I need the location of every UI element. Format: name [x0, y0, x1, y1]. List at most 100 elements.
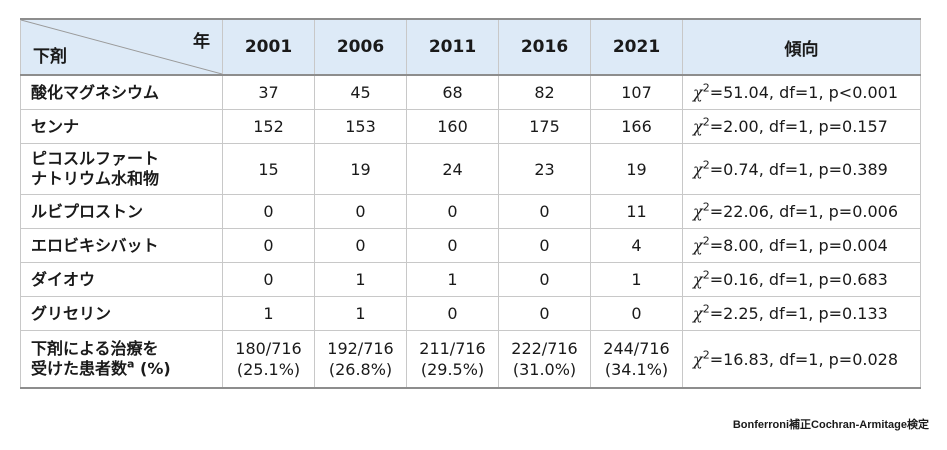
count-cell: 1	[314, 262, 407, 297]
count-cell: 23	[498, 143, 591, 195]
count-cell: 152	[222, 109, 315, 144]
patient-count-cell: 211/716 (29.5%)	[406, 330, 499, 389]
drug-name-cell: ピコスルファート ナトリウム水和物	[20, 143, 223, 195]
chi-symbol: χ	[693, 304, 703, 323]
count-cell: 1	[314, 296, 407, 331]
drug-name: ダイオウ	[31, 269, 96, 289]
year-header: 2021	[590, 18, 683, 76]
footnote: Bonferroni補正Cochran-Armitage検定	[732, 419, 929, 431]
year-header: 2016	[498, 18, 591, 76]
laxative-trend-table: 年 下剤 2001 2006 2011 2016 2021 傾向 酸化マグネシウ…	[20, 18, 921, 389]
drug-name: ピコスルファート	[31, 149, 160, 168]
chi-symbol: χ	[693, 83, 703, 102]
count-cell: 107	[590, 74, 683, 110]
total-label-cell: 下剤による治療を 受けた患者数a (%)	[20, 330, 223, 389]
trend-cell: χ2=0.16, df=1, p=0.683	[682, 262, 921, 297]
year-header: 2006	[314, 18, 407, 76]
count-cell: 0	[498, 262, 591, 297]
drug-name: センナ	[31, 116, 80, 136]
chi-superscript: 2	[702, 158, 710, 172]
total-label-line2: 受けた患者数	[31, 359, 128, 378]
count-cell: 0	[222, 228, 315, 263]
trend-stats: =2.00, df=1, p=0.157	[709, 117, 888, 136]
chi-superscript: 2	[702, 115, 710, 129]
count-cell: 0	[590, 296, 683, 331]
trend-stats: =16.83, df=1, p=0.028	[709, 349, 898, 369]
patient-percent: (34.1%)	[604, 360, 669, 379]
total-label-suffix: (%)	[134, 359, 171, 378]
table-row: 酸化マグネシウム 37 45 68 82 107 χ2=51.04, df=1, p<0.0…	[20, 74, 921, 110]
year-axis-label: 年	[193, 32, 210, 52]
chi-superscript: 2	[702, 234, 710, 248]
header-row: 年 下剤 2001 2006 2011 2016 2021 傾向	[20, 18, 921, 76]
year-header: 2011	[406, 18, 499, 76]
trend-cell: χ2=2.25, df=1, p=0.133	[682, 296, 921, 331]
data-table-container: 年 下剤 2001 2006 2011 2016 2021 傾向 酸化マグネシウ…	[20, 18, 921, 389]
table-row: ルビプロストン 0 0 0 0 11 χ2=22.06, df=1, p=0.006	[20, 194, 921, 229]
trend-cell: χ2=2.00, df=1, p=0.157	[682, 109, 921, 144]
chi-superscript: 2	[702, 348, 710, 362]
chi-symbol: χ	[693, 117, 703, 136]
patient-fraction: 222/716	[511, 339, 578, 358]
count-cell: 0	[406, 296, 499, 331]
count-cell: 45	[314, 74, 407, 110]
footnote-marker: a	[127, 357, 135, 371]
count-cell: 15	[222, 143, 315, 195]
year-header: 2001	[222, 18, 315, 76]
chi-symbol: χ	[693, 270, 703, 289]
count-cell: 0	[314, 194, 407, 229]
trend-stats: =51.04, df=1, p<0.001	[709, 83, 898, 102]
chi-symbol: χ	[693, 159, 703, 179]
count-cell: 166	[590, 109, 683, 144]
drug-name-cell: ダイオウ	[20, 262, 223, 297]
patient-fraction: 180/716	[235, 339, 302, 358]
trend-cell: χ2=51.04, df=1, p<0.001	[682, 74, 921, 110]
patient-count-cell: 192/716 (26.8%)	[314, 330, 407, 389]
count-cell: 0	[498, 296, 591, 331]
table-row: ダイオウ 0 1 1 0 1 χ2=0.16, df=1, p=0.683	[20, 262, 921, 297]
trend-stats: =8.00, df=1, p=0.004	[709, 236, 888, 255]
drug-name-cell: センナ	[20, 109, 223, 144]
table-row: エロビキシバット 0 0 0 0 4 χ2=8.00, df=1, p=0.004	[20, 228, 921, 263]
count-cell: 82	[498, 74, 591, 110]
total-label-line1: 下剤による治療を	[31, 339, 159, 358]
trend-header: 傾向	[682, 18, 921, 76]
table-row: グリセリン 1 1 0 0 0 χ2=2.25, df=1, p=0.133	[20, 296, 921, 331]
table-row: センナ 152 153 160 175 166 χ2=2.00, df=1, p=0.157	[20, 109, 921, 144]
corner-header-cell: 年 下剤	[20, 18, 223, 76]
drug-name-cell: 酸化マグネシウム	[20, 74, 223, 110]
drug-name-line2: ナトリウム水和物	[31, 169, 160, 188]
count-cell: 1	[590, 262, 683, 297]
chi-superscript: 2	[702, 302, 710, 316]
patient-count-cell: 244/716 (34.1%)	[590, 330, 683, 389]
chi-superscript: 2	[702, 81, 710, 95]
table-row: ピコスルファート ナトリウム水和物 15 19 24 23 19 χ2=0.74, df=1,…	[20, 143, 921, 195]
drug-axis-label: 下剤	[33, 47, 67, 67]
total-row: 下剤による治療を 受けた患者数a (%) 180/716 (25.1%) 192/716…	[20, 330, 921, 389]
count-cell: 0	[222, 262, 315, 297]
count-cell: 1	[406, 262, 499, 297]
patient-percent: (26.8%)	[328, 360, 393, 379]
count-cell: 0	[406, 228, 499, 263]
patient-percent: (25.1%)	[236, 360, 301, 379]
count-cell: 160	[406, 109, 499, 144]
count-cell: 1	[222, 296, 315, 331]
drug-name-cell: ルビプロストン	[20, 194, 223, 229]
count-cell: 0	[314, 228, 407, 263]
trend-cell: χ2=8.00, df=1, p=0.004	[682, 228, 921, 263]
chi-superscript: 2	[702, 268, 710, 282]
count-cell: 0	[498, 228, 591, 263]
chi-symbol: χ	[693, 349, 703, 369]
count-cell: 0	[498, 194, 591, 229]
count-cell: 19	[314, 143, 407, 195]
count-cell: 0	[222, 194, 315, 229]
count-cell: 4	[590, 228, 683, 263]
count-cell: 153	[314, 109, 407, 144]
chi-symbol: χ	[693, 236, 703, 255]
chi-symbol: χ	[693, 202, 703, 221]
drug-name: グリセリン	[31, 303, 112, 323]
drug-name-cell: エロビキシバット	[20, 228, 223, 263]
count-cell: 0	[406, 194, 499, 229]
drug-name: 酸化マグネシウム	[31, 82, 160, 102]
trend-cell: χ2=0.74, df=1, p=0.389	[682, 143, 921, 195]
